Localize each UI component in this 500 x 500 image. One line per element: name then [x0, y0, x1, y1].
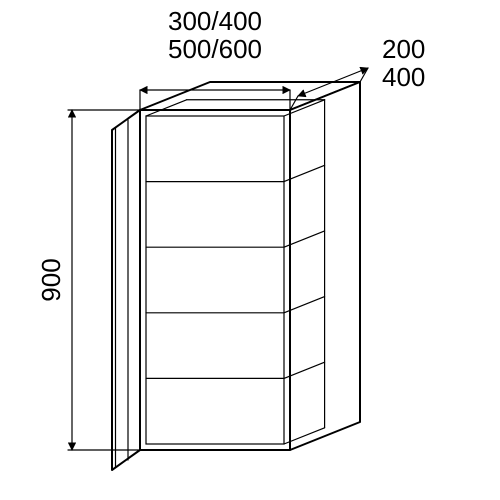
dim-width-1: 300/400 [168, 6, 262, 36]
dim-depth-2: 400 [382, 62, 425, 92]
cabinet-dimension-diagram: 900 300/400500/600 200400 [0, 0, 500, 500]
dim-depth-1: 200 [382, 34, 425, 64]
dim-height: 900 [36, 258, 66, 301]
dim-width-2: 500/600 [168, 34, 262, 64]
